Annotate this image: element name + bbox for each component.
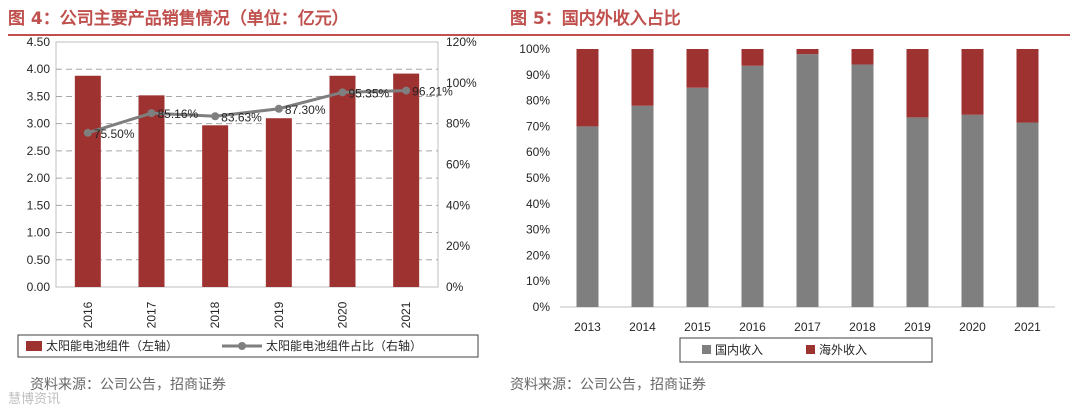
right-y-tick-label: 80% (526, 94, 550, 108)
bar-overseas-revenue (961, 49, 984, 115)
right-chart: 0% 10% 20% 30% 40% 50% 60% 70% 80% 90% 100% 2013 201… (519, 42, 1055, 363)
bar-overseas-revenue (851, 49, 874, 65)
left-x-tick-label: 2019 (272, 301, 286, 328)
line-point-solar-share (274, 104, 283, 113)
bar-overseas-revenue (576, 49, 599, 127)
left-x-tick-label: 2017 (145, 301, 159, 328)
left-x-tick-label: 2021 (399, 301, 413, 328)
bar-overseas-revenue (741, 49, 764, 66)
bar-overseas-revenue (631, 49, 654, 106)
left-plot-frame (55, 41, 439, 288)
bar-solar-module (393, 73, 420, 287)
bar-domestic-revenue (961, 114, 984, 307)
legend-label-domestic: 国内收入 (715, 343, 763, 357)
bar-domestic-revenue (741, 65, 764, 307)
right-axis-tick-label: 0% (446, 280, 464, 294)
bar-solar-module (138, 95, 165, 287)
bar-domestic-revenue (906, 117, 929, 308)
bar-domestic-revenue (851, 64, 874, 307)
right-axis-tick-label: 20% (446, 239, 470, 253)
left-chart: 0.00 0.50 1.00 1.50 2.00 2.50 3.00 3.50 4.00 4.50… (17, 36, 479, 358)
legend-label-overseas: 海外收入 (819, 342, 867, 357)
right-axis-tick-label: 100% (446, 76, 477, 90)
left-y-tick-label: 0.50 (27, 253, 51, 267)
bar-domestic-revenue (796, 54, 819, 307)
right-x-tick-label: 2015 (684, 320, 711, 334)
right-y-tick-label: 40% (526, 197, 550, 211)
line-data-label: 75.50% (94, 127, 135, 141)
bar-overseas-revenue (796, 49, 819, 55)
bar-solar-module (265, 118, 292, 287)
line-point-solar-share (402, 86, 411, 95)
line-point-solar-share (147, 109, 156, 118)
line-point-solar-share (211, 112, 220, 121)
right-x-tick-label: 2017 (794, 320, 821, 334)
left-x-tick-label: 2016 (81, 301, 95, 328)
right-x-tick-label: 2016 (739, 320, 766, 334)
right-y-tick-label: 100% (519, 42, 550, 56)
bar-overseas-revenue (1016, 49, 1039, 123)
left-y-tick-label: 4.00 (27, 62, 51, 76)
right-axis-tick-label: 120% (446, 36, 477, 49)
bar-solar-module (202, 125, 229, 287)
line-data-label: 95.35% (349, 86, 390, 100)
bar-overseas-revenue (686, 49, 709, 88)
bar-domestic-revenue (686, 87, 709, 307)
left-source: 资料来源：公司公告，招商证券 (30, 377, 226, 393)
right-y-tick-label: 60% (526, 145, 550, 159)
left-y-tick-label: 2.00 (27, 171, 51, 185)
left-y-tick-label: 1.00 (27, 226, 51, 240)
line-data-label: 96.21% (412, 85, 453, 99)
line-data-label: 83.63% (221, 110, 262, 124)
right-source: 资料来源：公司公告，招商证券 (510, 377, 706, 393)
left-figure-title: 图 4：公司主要产品销售情况（单位：亿元） (8, 9, 349, 29)
left-x-tick-label: 2020 (336, 301, 350, 328)
right-x-tick-label: 2019 (904, 320, 931, 334)
right-y-tick-label: 20% (526, 248, 550, 262)
watermark: 慧博资讯 (8, 392, 61, 407)
legend-swatch-bar (26, 341, 42, 351)
left-y-tick-label: 1.50 (27, 198, 51, 212)
right-title-rule (510, 34, 1070, 36)
bar-overseas-revenue (906, 49, 929, 118)
line-solar-share (87, 89, 407, 135)
line-point-solar-share (338, 88, 347, 97)
bar-solar-module (74, 75, 101, 287)
right-y-tick-label: 50% (526, 171, 550, 185)
line-data-label: 87.30% (285, 103, 326, 117)
bar-domestic-revenue (631, 105, 654, 307)
right-x-tick-label: 2021 (1014, 320, 1041, 334)
bar-domestic-revenue (576, 126, 599, 308)
right-x-tick-label: 2018 (849, 320, 876, 334)
left-y-tick-label: 3.50 (27, 89, 51, 103)
bar-domestic-revenue (1016, 122, 1039, 307)
line-point-solar-share (83, 128, 92, 137)
line-data-label: 85.16% (158, 107, 199, 121)
right-axis-tick-label: 40% (446, 198, 470, 212)
right-y-tick-label: 30% (526, 223, 550, 237)
left-y-tick-label: 2.50 (27, 144, 51, 158)
left-y-tick-label: 3.00 (27, 117, 51, 131)
left-y-tick-label: 4.50 (27, 36, 51, 49)
legend-swatch-domestic (702, 345, 711, 354)
right-x-tick-label: 2020 (959, 320, 986, 334)
right-y-tick-label: 90% (526, 68, 550, 82)
legend-swatch-marker (238, 342, 246, 350)
left-title-rule (8, 34, 522, 36)
right-y-tick-label: 0% (533, 300, 551, 314)
legend-swatch-overseas (806, 345, 815, 354)
right-axis-tick-label: 60% (446, 158, 470, 172)
right-x-tick-label: 2014 (629, 320, 656, 334)
legend-label-line: 太阳能电池组件占比（右轴） (266, 338, 422, 353)
left-y-tick-label: 0.00 (27, 280, 51, 294)
left-x-tick-label: 2018 (208, 301, 222, 328)
right-axis-tick-label: 80% (446, 117, 470, 131)
bar-solar-module (329, 75, 356, 287)
right-y-tick-label: 70% (526, 119, 550, 133)
legend-label-bar: 太阳能电池组件（左轴） (46, 338, 178, 353)
right-y-tick-label: 10% (526, 274, 550, 288)
right-figure-title: 图 5：国内外收入占比 (510, 9, 681, 29)
right-x-tick-label: 2013 (574, 320, 601, 334)
